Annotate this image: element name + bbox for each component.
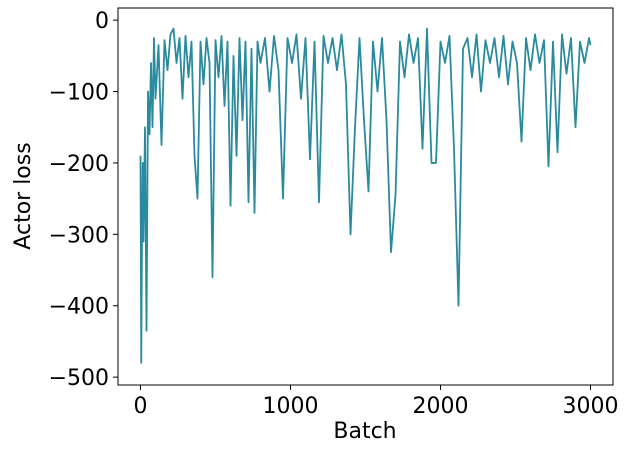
plot-frame [117,7,614,386]
x-tick-label: 1000 [263,394,319,419]
y-tick-label: −500 [49,366,109,391]
x-tick-label: 3000 [563,394,619,419]
y-tick-label: −300 [49,223,109,248]
data-line [139,27,592,364]
x-tick-label: 0 [134,394,148,419]
y-tick-label: −200 [49,152,109,177]
y-tick-label: 0 [95,9,109,34]
x-axis-label: Batch [333,419,396,444]
y-axis-label: Actor loss [11,142,36,249]
y-tick-label: −100 [49,81,109,106]
y-tick-label: −400 [49,295,109,320]
x-tick-label: 2000 [413,394,469,419]
